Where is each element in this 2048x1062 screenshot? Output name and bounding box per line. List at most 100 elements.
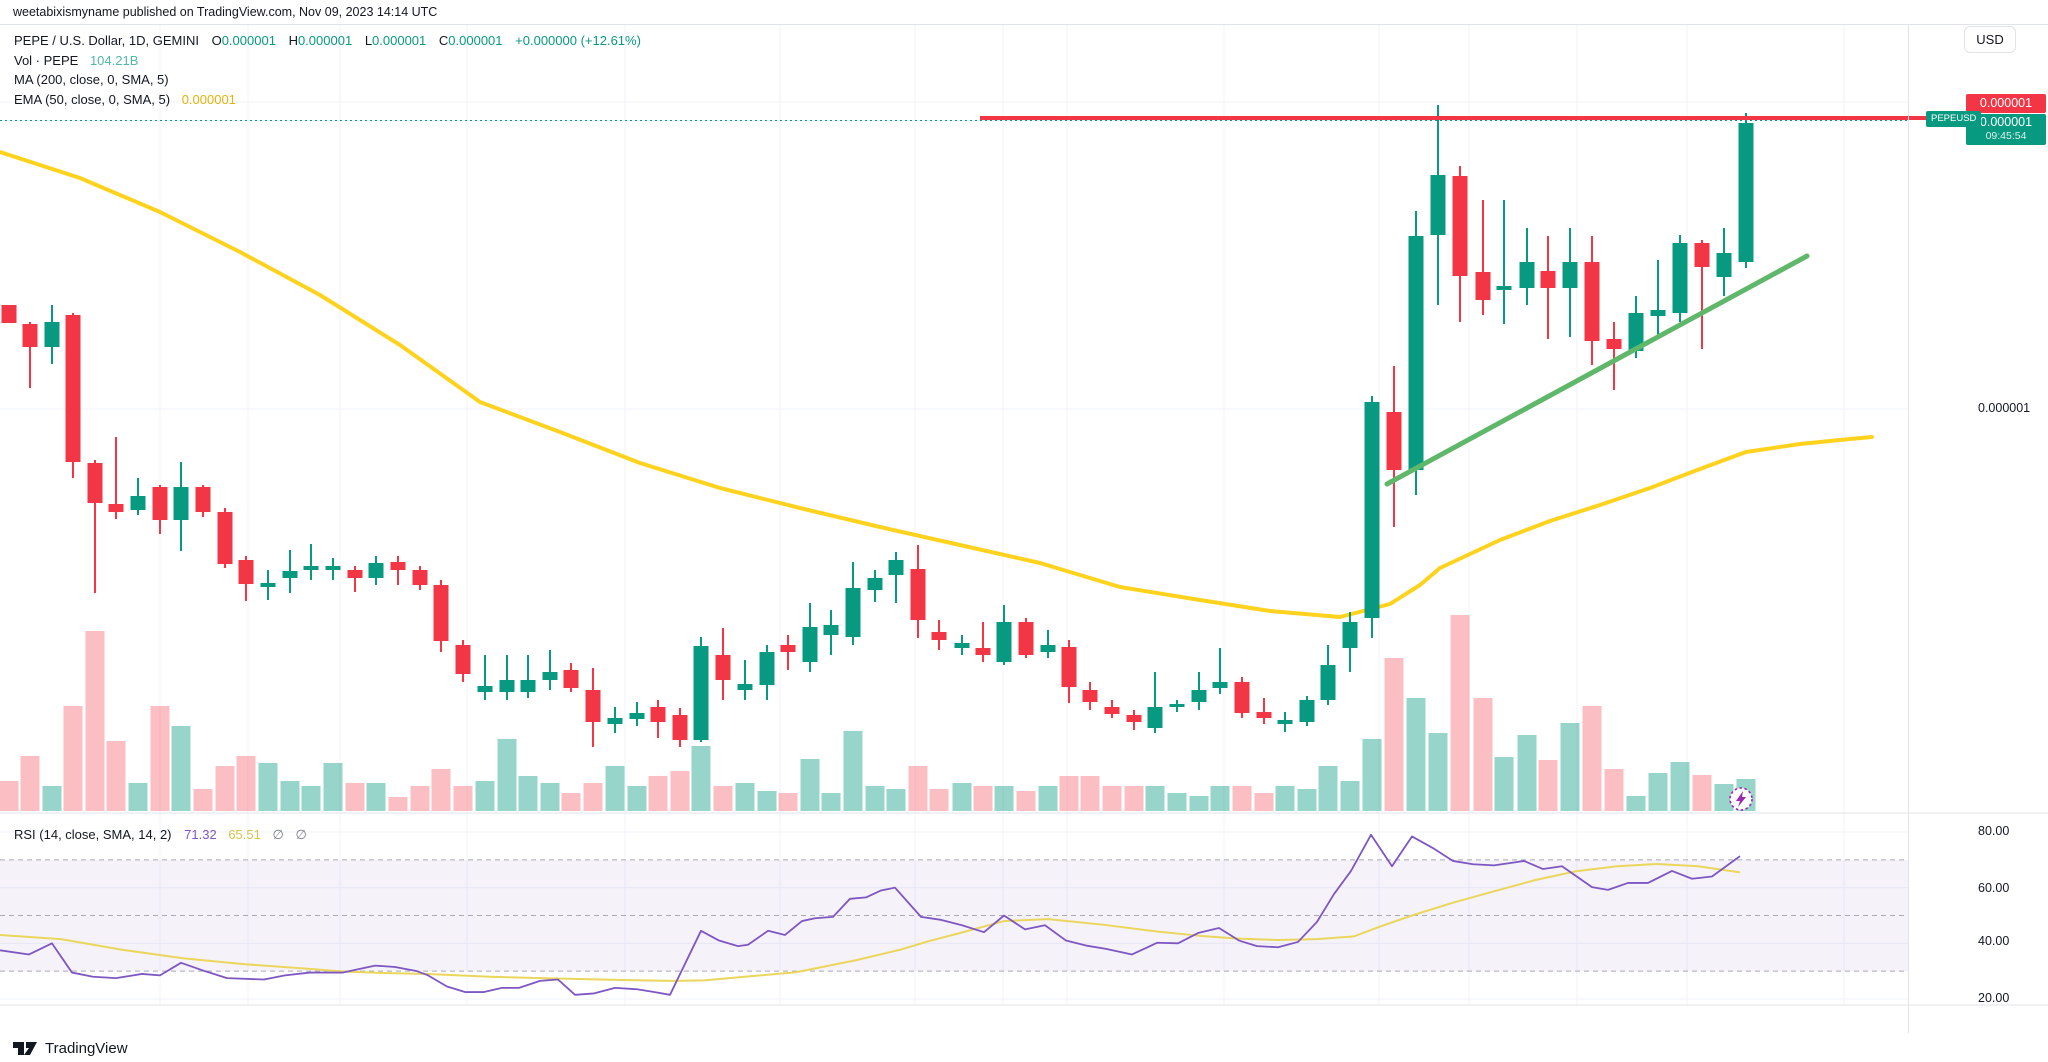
ema-label: EMA (50, close, 0, SMA, 5) xyxy=(14,91,171,107)
tradingview-brand-text[interactable]: TradingView xyxy=(45,1039,128,1057)
volume-bar xyxy=(345,783,365,811)
volume-bar xyxy=(648,776,668,811)
candle-body xyxy=(1606,339,1622,349)
legend-main: PEPE / U.S. Dollar, 1D, GEMINI O0.000001… xyxy=(14,31,641,109)
legend-rsi[interactable]: RSI (14, close, SMA, 14, 2) 71.32 65.51 … xyxy=(14,827,307,843)
symbol-title[interactable]: PEPE / U.S. Dollar, 1D, GEMINI xyxy=(14,33,199,48)
ma-line xyxy=(0,150,1874,619)
open-value: 0.000001 xyxy=(221,33,276,48)
volume-bar xyxy=(388,797,408,811)
candle-body xyxy=(65,315,81,462)
volume-bar xyxy=(150,706,170,811)
symbol-badge: PEPEUSD xyxy=(1926,111,1982,127)
legend-row-volume[interactable]: Vol · PEPE 104.21B xyxy=(14,51,641,71)
candle-body xyxy=(1147,707,1163,728)
volume-bar xyxy=(778,793,798,811)
candle-body xyxy=(260,583,276,587)
candle-body xyxy=(282,571,298,578)
lightning-bolt-glyph xyxy=(1736,791,1746,807)
volume-bar xyxy=(1232,786,1252,811)
chart-canvas[interactable] xyxy=(0,24,2048,1034)
candle-body xyxy=(390,562,406,570)
volume-bar xyxy=(561,793,581,811)
volume-bar xyxy=(0,781,19,811)
candle-body xyxy=(1104,707,1120,714)
candle-body xyxy=(325,566,341,570)
ma-label: MA (200, close, 0, SMA, 5) xyxy=(14,72,169,87)
footer: TradingView xyxy=(0,1034,2048,1062)
volume-bar xyxy=(540,783,560,811)
volume-bar xyxy=(627,786,647,811)
volume-bar xyxy=(1210,786,1230,811)
volume-bar xyxy=(1494,757,1514,811)
legend-row-ema[interactable]: EMA (50, close, 0, SMA, 5) 0.000001 xyxy=(14,90,641,110)
volume-bar xyxy=(171,726,191,811)
open-label: O xyxy=(211,33,222,48)
close-label: C xyxy=(438,33,449,48)
volume-bar xyxy=(1167,793,1187,811)
volume-bar xyxy=(258,763,278,811)
volume-bar xyxy=(1384,658,1404,811)
candle-body xyxy=(672,715,688,740)
volume-bar xyxy=(670,771,690,811)
candle-body xyxy=(954,643,970,648)
volume-bar xyxy=(605,766,625,811)
volume-bar xyxy=(475,781,495,811)
tradingview-logo-icon[interactable] xyxy=(12,1040,38,1056)
rsi-axis-label: 60.00 xyxy=(1978,881,2010,895)
candle-body xyxy=(1364,402,1380,618)
volume-bar xyxy=(236,756,256,811)
volume-bar xyxy=(800,759,820,811)
candle-body xyxy=(542,672,558,680)
candle-body xyxy=(888,560,904,575)
volume-bar xyxy=(843,731,863,811)
rsi-axis-label: 80.00 xyxy=(1978,824,2010,838)
candle-body xyxy=(845,588,861,637)
volume-bar xyxy=(85,631,105,811)
volume-bar xyxy=(1626,796,1646,811)
volume-bar xyxy=(323,763,343,811)
volume-bar xyxy=(431,769,451,811)
volume-bar xyxy=(1604,769,1624,811)
trend-line[interactable] xyxy=(1384,253,1810,487)
candle-body xyxy=(1342,622,1358,648)
volume-bar xyxy=(691,746,711,811)
legend-row-symbol[interactable]: PEPE / U.S. Dollar, 1D, GEMINI O0.000001… xyxy=(14,31,641,51)
volume-bar xyxy=(301,786,321,811)
candle-body xyxy=(1169,704,1185,707)
low-label: L xyxy=(364,33,373,48)
volume-bar xyxy=(583,783,603,811)
legend-row-ma[interactable]: MA (200, close, 0, SMA, 5) xyxy=(14,70,641,90)
rsi-line xyxy=(0,833,1741,996)
volume-bar xyxy=(63,706,83,811)
volume-bar xyxy=(821,793,841,811)
rsi-empty-icon-2: ∅ xyxy=(295,827,307,842)
candle-body xyxy=(1277,720,1293,724)
volume-bar xyxy=(20,756,40,811)
candle-body xyxy=(1191,690,1207,702)
candle-body xyxy=(173,487,189,520)
candle-body xyxy=(563,670,579,688)
candle-body xyxy=(368,563,384,578)
volume-value: 104.21B xyxy=(89,52,139,68)
candle-body xyxy=(1738,123,1754,262)
candle-body xyxy=(737,684,753,690)
candle-body xyxy=(44,322,60,347)
close-value: 0.000001 xyxy=(448,33,503,48)
volume-bar xyxy=(757,791,777,811)
currency-toggle-button[interactable]: USD xyxy=(1964,26,2016,53)
high-label: H xyxy=(288,33,298,48)
candle-body xyxy=(1256,712,1272,718)
volume-bar xyxy=(1016,791,1036,811)
volume-bar xyxy=(973,786,993,811)
volume-bar xyxy=(215,766,235,811)
candle-body xyxy=(1126,715,1142,722)
candle-body xyxy=(1496,286,1512,290)
volume-bar xyxy=(1275,786,1295,811)
volume-bar xyxy=(1560,723,1580,811)
candle-body xyxy=(1628,313,1644,351)
current-price-value: 0.000001 xyxy=(1979,115,2033,129)
volume-bar xyxy=(1450,615,1470,811)
volume-bar xyxy=(42,786,62,811)
